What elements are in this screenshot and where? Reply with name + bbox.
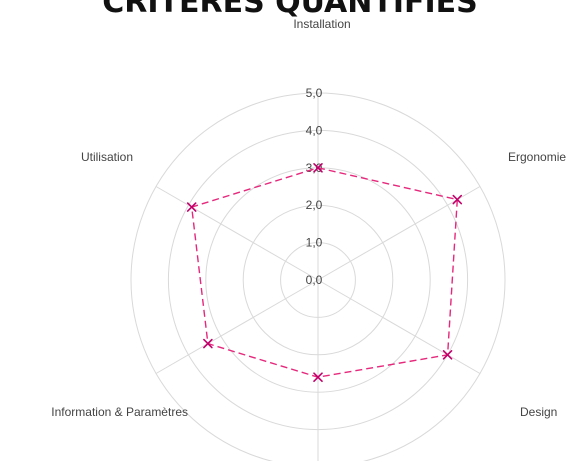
data-point: [203, 338, 213, 349]
tick-label: 1,0: [306, 236, 323, 250]
axis-label: Information & Paramètres: [51, 405, 188, 419]
axis-label: Ergonomie: [508, 150, 566, 164]
radial-tick-labels: 0,0 1,0 2,0 3,0 4,0 5,0: [306, 86, 323, 287]
data-point: [313, 163, 323, 173]
radar-grid: [130, 92, 506, 461]
tick-label: 3,0: [306, 161, 323, 175]
data-point: [186, 202, 197, 212]
axis-label: Utilisation: [81, 150, 133, 164]
data-point: [452, 194, 463, 205]
axis-label: Design: [520, 405, 557, 419]
tick-label: 2,0: [306, 198, 323, 212]
tick-label: 4,0: [306, 123, 323, 137]
tick-label: 0,0: [306, 273, 323, 287]
series-layer: [186, 163, 463, 383]
axis-spoke: [317, 186, 481, 281]
axis-spoke: [155, 279, 319, 374]
axis-label: Installation: [293, 17, 350, 31]
data-point: [313, 372, 323, 383]
axis-labels: Installation Ergonomie Design Information &…: [51, 17, 566, 419]
data-point: [442, 349, 453, 360]
chart-title: CRITÈRES QUANTIFIÉS: [102, 0, 478, 20]
axis-spoke: [155, 186, 319, 281]
axis-spoke: [317, 279, 481, 374]
series-line: [190, 167, 459, 378]
tick-label: 5,0: [306, 86, 323, 100]
